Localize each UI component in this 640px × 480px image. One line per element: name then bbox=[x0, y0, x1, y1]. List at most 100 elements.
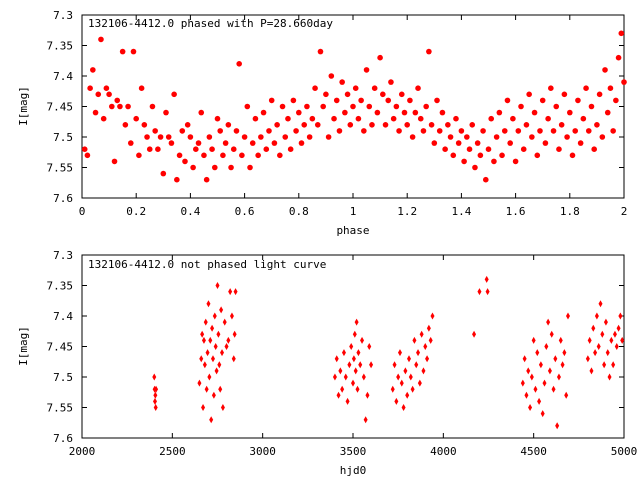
data-point bbox=[219, 306, 224, 314]
data-point bbox=[203, 318, 208, 326]
data-point bbox=[539, 97, 546, 104]
data-point bbox=[168, 140, 175, 146]
data-point bbox=[336, 128, 343, 134]
data-point bbox=[98, 36, 104, 43]
data-point bbox=[461, 158, 467, 165]
data-point bbox=[504, 97, 511, 104]
data-point bbox=[130, 48, 137, 55]
data-point bbox=[398, 91, 405, 98]
data-point bbox=[518, 103, 524, 110]
data-point bbox=[239, 152, 245, 159]
data-point bbox=[210, 355, 215, 363]
data-point bbox=[390, 115, 397, 122]
data-point bbox=[207, 373, 212, 381]
data-point bbox=[575, 97, 581, 104]
data-point bbox=[293, 128, 299, 134]
data-point bbox=[585, 355, 590, 363]
data-point bbox=[472, 164, 478, 171]
data-point bbox=[580, 115, 587, 122]
data-point bbox=[408, 373, 413, 381]
data-point bbox=[352, 330, 357, 338]
data-point bbox=[323, 91, 329, 98]
data-point bbox=[377, 54, 383, 61]
data-point bbox=[228, 288, 233, 296]
data-point bbox=[549, 330, 554, 338]
data-point bbox=[553, 103, 560, 110]
data-point bbox=[220, 404, 225, 411]
data-point bbox=[212, 312, 217, 320]
data-point bbox=[119, 48, 126, 55]
data-point bbox=[596, 91, 603, 98]
data-point bbox=[512, 158, 519, 165]
data-point bbox=[216, 330, 221, 338]
data-point bbox=[561, 91, 568, 98]
data-point bbox=[152, 397, 157, 405]
data-point bbox=[529, 373, 534, 381]
data-point bbox=[520, 379, 525, 387]
data-point bbox=[394, 397, 399, 405]
data-point bbox=[610, 128, 616, 134]
data-point bbox=[544, 343, 549, 350]
x-tick-label: 3000 bbox=[249, 445, 276, 458]
data-point bbox=[547, 367, 552, 375]
data-point bbox=[230, 146, 237, 152]
data-point bbox=[577, 140, 584, 146]
data-point bbox=[351, 355, 356, 363]
data-point bbox=[160, 170, 167, 177]
data-point bbox=[397, 349, 402, 357]
data-point bbox=[171, 91, 177, 98]
data-point bbox=[114, 97, 121, 104]
y-tick-label: 7.45 bbox=[47, 341, 74, 354]
data-point bbox=[334, 355, 339, 363]
data-point bbox=[100, 115, 107, 122]
data-point bbox=[365, 391, 370, 399]
data-point bbox=[231, 355, 236, 363]
data-point bbox=[217, 128, 224, 134]
data-point bbox=[466, 146, 473, 152]
data-point bbox=[523, 122, 530, 128]
data-point bbox=[336, 391, 341, 399]
data-point bbox=[535, 349, 540, 357]
x-tick-label: 2 bbox=[621, 205, 628, 218]
data-point bbox=[144, 134, 150, 140]
data-point bbox=[215, 282, 220, 289]
data-point bbox=[309, 115, 316, 122]
x-tick-label: 1.8 bbox=[560, 205, 580, 218]
data-point bbox=[477, 288, 482, 296]
data-point bbox=[599, 134, 606, 140]
data-point bbox=[103, 85, 110, 91]
data-point bbox=[484, 275, 489, 283]
y-tick-label: 7.35 bbox=[47, 40, 74, 53]
x-tick-label: 0.8 bbox=[289, 205, 309, 218]
x-tick-label: 1 bbox=[350, 205, 357, 218]
data-point bbox=[558, 336, 563, 344]
data-point bbox=[564, 391, 569, 399]
data-point bbox=[616, 324, 621, 332]
data-point bbox=[247, 164, 253, 171]
data-point bbox=[127, 140, 134, 146]
data-point bbox=[157, 134, 164, 140]
x-tick-label: 0.6 bbox=[235, 205, 255, 218]
data-point bbox=[201, 404, 206, 411]
data-point bbox=[611, 361, 616, 369]
data-point bbox=[501, 128, 508, 134]
x-tick-label: 3500 bbox=[340, 445, 367, 458]
data-point bbox=[174, 176, 180, 183]
y-tick-label: 7.55 bbox=[47, 162, 74, 175]
data-point bbox=[585, 128, 592, 134]
y-tick-label: 7.4 bbox=[53, 70, 73, 83]
data-point bbox=[122, 122, 129, 128]
data-point bbox=[450, 152, 457, 159]
data-point bbox=[485, 146, 492, 152]
data-point bbox=[328, 73, 335, 79]
data-point bbox=[232, 330, 237, 338]
data-point bbox=[604, 109, 611, 116]
data-point bbox=[407, 355, 412, 363]
data-point bbox=[485, 288, 490, 296]
data-point bbox=[415, 85, 421, 91]
data-point bbox=[548, 85, 554, 91]
data-point bbox=[396, 373, 401, 381]
data-point bbox=[211, 391, 216, 399]
data-point bbox=[312, 85, 318, 91]
